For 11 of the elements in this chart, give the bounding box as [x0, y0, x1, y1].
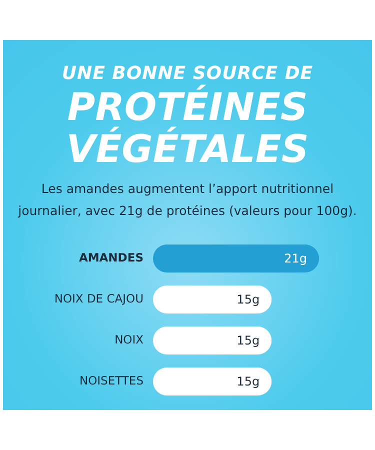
- y-tick-label: NOISETTES: [79, 374, 144, 388]
- y-tick-label: NOIX DE CAJOU: [54, 292, 144, 306]
- data-label: 15g: [236, 374, 260, 388]
- chart-title: PROTÉINES VÉGÉTALES: [65, 85, 310, 171]
- text: Les amandes augmentent l’apport nutritionnel journalier, avec 21g de protéines (valeurs pour 100g).: [16, 180, 358, 220]
- data-label: 15g: [236, 334, 260, 348]
- data-label: 21g: [284, 252, 307, 266]
- y-tick-label: NOIX: [114, 332, 144, 346]
- y-tick-label: AMANDES: [78, 250, 144, 264]
- data-label: 15g: [236, 292, 260, 306]
- chart-subtitle: UNE BONNE SOURCE DE: [60, 63, 314, 84]
